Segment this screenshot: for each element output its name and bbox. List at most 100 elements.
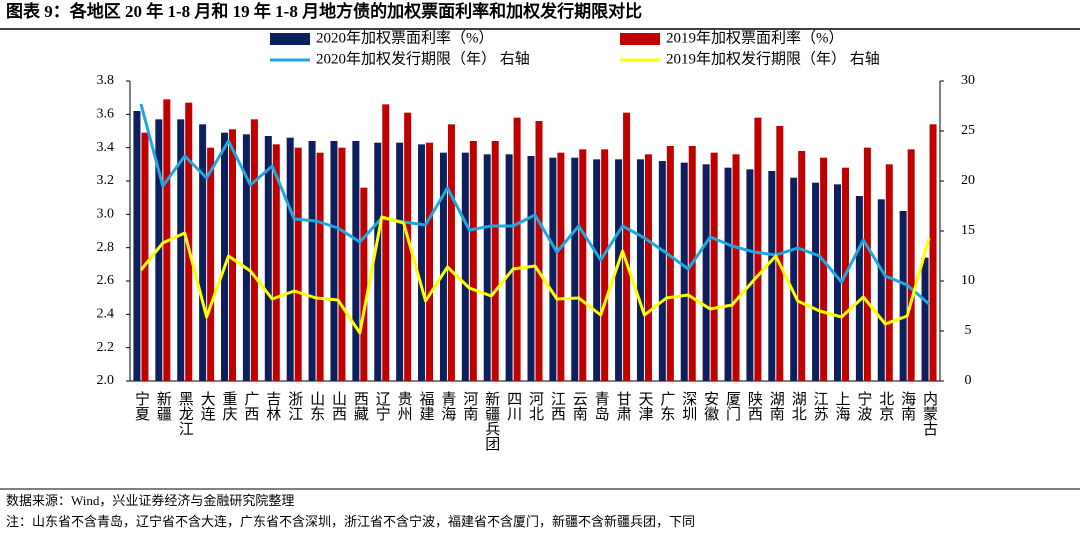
- bar: [666, 146, 674, 381]
- bar: [250, 119, 258, 381]
- bar: [242, 134, 250, 381]
- bar: [855, 196, 863, 381]
- bar: [199, 124, 207, 381]
- x-tick-label: 四川: [505, 391, 522, 421]
- x-tick-label: 浙江: [286, 391, 303, 421]
- legend-swatch: [620, 33, 660, 45]
- legend-label: 2019年加权票面利率（%）: [666, 29, 844, 46]
- bar: [505, 154, 513, 381]
- y-tick-label: 2.8: [97, 240, 115, 255]
- x-tick-label: 内蒙古: [921, 391, 938, 436]
- y2-tick-label: 5: [965, 323, 972, 338]
- bar: [820, 157, 828, 381]
- bar: [352, 141, 360, 381]
- line: [139, 103, 931, 306]
- bar: [469, 141, 477, 381]
- x-tick-label: 辽宁: [374, 391, 391, 421]
- bar: [447, 124, 455, 381]
- x-tick-label: 西藏: [352, 391, 369, 422]
- x-tick-label: 河南: [461, 391, 478, 421]
- bar: [207, 147, 215, 381]
- bar: [338, 147, 346, 381]
- x-tick-label: 上海: [833, 391, 850, 421]
- source: 数据来源：Wind，兴业证券经济与金融研究院整理: [6, 493, 294, 508]
- bar: [658, 161, 666, 381]
- x-tick-label: 青岛: [593, 391, 610, 421]
- bar: [863, 147, 871, 381]
- bar: [746, 169, 754, 381]
- bar: [644, 154, 652, 381]
- bar: [272, 144, 280, 381]
- x-tick-label: 贵州: [396, 391, 413, 421]
- bar: [382, 104, 390, 381]
- bar: [877, 199, 885, 381]
- x-tick-label: 江西: [549, 391, 566, 421]
- bar: [636, 159, 644, 381]
- y-tick-label: 3.0: [97, 207, 115, 222]
- x-tick-label: 河北: [527, 391, 544, 421]
- chart-title: 图表 9：各地区 20 年 1-8 月和 19 年 1-8 月地方债的加权票面利…: [6, 1, 642, 21]
- bar: [185, 102, 193, 382]
- x-tick-label: 山东: [308, 391, 324, 421]
- y-tick-label: 2.6: [97, 273, 115, 288]
- y2-tick-label: 10: [961, 273, 975, 288]
- y2-tick-label: 20: [961, 173, 975, 188]
- note: 注：山东省不含青岛，辽宁省不含大连，广东省不含深圳，浙江省不含宁波，福建省不含厦…: [6, 514, 695, 529]
- bar: [294, 147, 302, 381]
- y2-tick-label: 30: [961, 73, 975, 88]
- y-tick-label: 3.4: [97, 140, 115, 155]
- bar: [921, 257, 929, 381]
- x-tick-label: 陕西: [746, 391, 763, 421]
- bar: [702, 164, 710, 381]
- bar: [264, 136, 272, 381]
- bar: [404, 112, 412, 382]
- bar: [221, 132, 229, 381]
- legend-label: 2020年加权发行期限（年） 右轴: [316, 50, 530, 67]
- bar: [929, 124, 937, 381]
- bar: [360, 187, 368, 381]
- bar: [579, 149, 587, 381]
- x-tick-label: 广东: [658, 391, 675, 421]
- bar: [885, 164, 893, 381]
- bar: [316, 152, 324, 381]
- x-tick-label: 重庆: [221, 391, 238, 421]
- y-tick-label: 3.8: [97, 73, 115, 88]
- y-tick-label: 2.0: [97, 373, 115, 388]
- line: [139, 215, 931, 335]
- bar: [907, 149, 915, 381]
- x-tick-label: 宁夏: [133, 391, 150, 421]
- bar: [330, 141, 338, 381]
- bar: [177, 119, 185, 381]
- x-tick-label: 海南: [899, 391, 916, 421]
- bar: [141, 132, 149, 381]
- bar: [461, 152, 469, 381]
- x-tick-label: 云南: [571, 391, 588, 421]
- x-tick-label: 宁波: [855, 391, 872, 421]
- x-tick-label: 广西: [242, 391, 258, 421]
- y-tick-label: 3.2: [97, 173, 115, 188]
- x-tick-label: 大连: [199, 391, 216, 422]
- bar: [768, 171, 776, 381]
- bar: [308, 141, 316, 381]
- bar: [549, 157, 557, 381]
- x-tick-label: 深圳: [680, 391, 697, 421]
- bar: [724, 167, 732, 381]
- bar: [535, 121, 543, 381]
- bar: [396, 142, 404, 381]
- legend-label: 2020年加权票面利率（%）: [316, 29, 494, 46]
- bar: [680, 162, 688, 381]
- bar: [623, 112, 631, 382]
- bar: [374, 142, 382, 381]
- bar: [571, 157, 579, 381]
- x-tick-label: 新疆兵团: [483, 391, 500, 451]
- bar: [527, 156, 535, 381]
- y-tick-label: 2.2: [97, 340, 115, 355]
- bar: [798, 151, 806, 381]
- bar: [615, 159, 623, 381]
- legend-swatch: [270, 33, 310, 45]
- y-tick-label: 3.6: [97, 107, 115, 122]
- y2-tick-label: 15: [961, 223, 975, 238]
- bar: [426, 142, 434, 381]
- bar: [483, 154, 491, 381]
